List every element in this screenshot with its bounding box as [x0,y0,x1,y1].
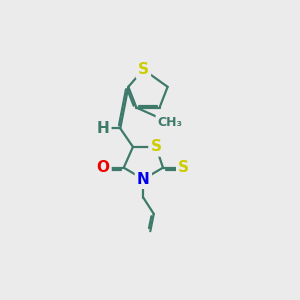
Text: N: N [137,172,150,187]
Text: S: S [178,160,189,175]
Text: CH₃: CH₃ [158,116,182,129]
Text: S: S [151,140,162,154]
Text: H: H [97,121,109,136]
Text: S: S [138,62,149,77]
Text: O: O [96,160,110,175]
